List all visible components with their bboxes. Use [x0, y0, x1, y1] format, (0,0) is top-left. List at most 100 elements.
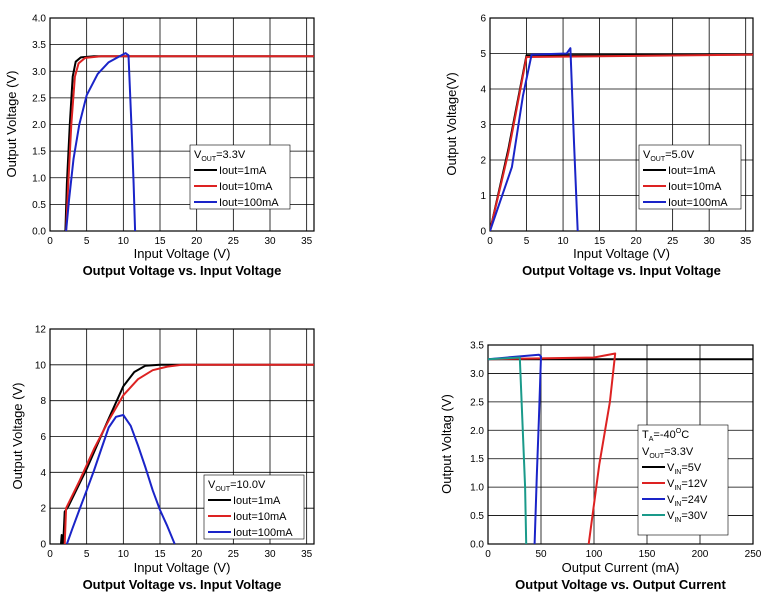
- y-tick-label: 3: [480, 120, 486, 131]
- series-line-3: [488, 356, 528, 544]
- y-tick-label: 6: [480, 14, 486, 25]
- y-tick-label: 3.5: [32, 40, 46, 51]
- legend-vout: VOUT=3.3V: [194, 149, 246, 163]
- legend-entry: Iout=1mA: [668, 165, 716, 177]
- x-axis-label: Input Voltage (V): [134, 246, 231, 261]
- x-tick-label: 200: [692, 549, 709, 560]
- legend-ta: TA=-40OC: [642, 428, 689, 443]
- x-tick-label: 5: [524, 236, 530, 247]
- x-tick-label: 35: [740, 236, 752, 247]
- x-tick-label: 0: [485, 549, 491, 560]
- chart-title: Output Voltage vs. Input Voltage: [83, 577, 282, 592]
- chart-vout-3v3: 0 5 10 15 20 25 30 35 0.0 0.5 1.0 1.5 2.0 2.5 3.0 3.5 4.…: [4, 14, 315, 278]
- chart-title: Output Voltage vs. Output Current: [515, 577, 726, 592]
- legend-entry: Iout=100mA: [668, 197, 728, 209]
- y-tick-label: 0: [40, 540, 46, 551]
- legend-entry: VIN=5V: [667, 462, 702, 476]
- y-tick-label: 4: [40, 468, 46, 479]
- plot-frame: [489, 17, 754, 232]
- y-tick-label: 0: [480, 227, 486, 238]
- x-tick-label: 15: [594, 236, 606, 247]
- x-tick-label: 15: [154, 549, 166, 560]
- y-tick-label: 1.0: [32, 173, 46, 184]
- y-tick-label: 4: [480, 85, 486, 96]
- x-tick-label: 10: [118, 236, 130, 247]
- legend-entry: Iout=10mA: [668, 181, 722, 193]
- legend-box: [638, 144, 742, 210]
- series-line-1: [488, 352, 617, 544]
- series-line-2: [490, 47, 579, 231]
- legend-vout: VOUT=3.3V: [642, 446, 694, 460]
- y-tick-label: 4.0: [32, 14, 46, 25]
- y-tick-label: 0.5: [470, 511, 484, 522]
- x-tick-label: 15: [154, 236, 166, 247]
- x-tick-label: 20: [631, 236, 643, 247]
- chart-vout-5v0: 0 5 10 15 20 25 30 35 0 1 2 3 4 5 6 VOUT=5.0V Iout=1mA Io…: [444, 14, 754, 278]
- x-tick-label: 20: [191, 549, 203, 560]
- y-tick-label: 2.5: [470, 397, 484, 408]
- x-tick-label: 5: [84, 236, 90, 247]
- chart-vout-vs-iout: 0 50 100 150 200 250 0.0 0.5 1.0 1.5 2.0 2.5 3.0 3.5 T…: [439, 341, 762, 593]
- x-tick-label: 10: [118, 549, 130, 560]
- x-tick-label: 30: [264, 236, 276, 247]
- chart-title: Output Voltage vs. Input Voltage: [83, 263, 282, 278]
- legend-box: [637, 424, 729, 536]
- plot-frame: [487, 344, 754, 545]
- x-tick-label: 35: [301, 236, 313, 247]
- y-axis-label: Output Voltage(V): [444, 72, 459, 175]
- x-tick-label: 20: [191, 236, 203, 247]
- legend-entry: Iout=10mA: [219, 181, 273, 193]
- y-tick-label: 5: [480, 49, 486, 60]
- series-line-2: [488, 353, 542, 544]
- x-tick-label: 30: [264, 549, 276, 560]
- x-tick-label: 100: [586, 549, 603, 560]
- y-tick-label: 2: [480, 156, 486, 167]
- y-tick-label: 3.0: [32, 67, 46, 78]
- y-axis-label: Output Voltag (V): [439, 394, 454, 494]
- x-tick-label: 25: [667, 236, 679, 247]
- y-tick-label: 1.0: [470, 483, 484, 494]
- legend-entry: Iout=1mA: [233, 495, 281, 507]
- chart-title: Output Voltage vs. Input Voltage: [522, 263, 721, 278]
- legend-entry: Iout=1mA: [219, 165, 267, 177]
- series-line-2: [65, 52, 137, 231]
- y-tick-label: 2: [40, 504, 46, 515]
- plot-frame: [49, 17, 315, 232]
- legend-entry: VIN=12V: [667, 478, 708, 492]
- x-tick-label: 250: [745, 549, 762, 560]
- y-tick-label: 1.5: [32, 147, 46, 158]
- y-tick-label: 2.0: [470, 426, 484, 437]
- x-tick-label: 0: [487, 236, 493, 247]
- legend-entry: VIN=24V: [667, 494, 708, 508]
- series-line-1: [63, 363, 314, 544]
- x-tick-label: 0: [47, 236, 53, 247]
- y-tick-label: 0.5: [32, 200, 46, 211]
- y-tick-label: 8: [40, 396, 46, 407]
- y-axis-label: Output Voltage (V): [10, 383, 25, 490]
- series-line-2: [65, 414, 176, 544]
- y-tick-label: 1: [480, 191, 486, 202]
- series-line-1: [490, 53, 753, 231]
- x-tick-label: 50: [535, 549, 547, 560]
- y-tick-label: 2.5: [32, 93, 46, 104]
- y-tick-label: 12: [35, 325, 47, 336]
- y-tick-label: 10: [35, 360, 47, 371]
- legend-box: [203, 474, 305, 540]
- x-axis-label: Input Voltage (V): [573, 246, 670, 261]
- x-axis-label: Input Voltage (V): [134, 560, 231, 575]
- legend-box: [189, 144, 291, 210]
- y-tick-label: 0.0: [470, 540, 484, 551]
- series-line-1: [65, 55, 314, 231]
- y-tick-label: 2.0: [32, 120, 46, 131]
- plot-frame: [49, 328, 315, 545]
- x-tick-label: 35: [301, 549, 313, 560]
- legend-entry: Iout=100mA: [233, 527, 293, 539]
- x-tick-label: 25: [228, 549, 240, 560]
- x-tick-label: 30: [704, 236, 716, 247]
- legend-entry: VIN=30V: [667, 510, 708, 524]
- x-tick-label: 5: [84, 549, 90, 560]
- x-tick-label: 25: [228, 236, 240, 247]
- x-tick-label: 10: [557, 236, 569, 247]
- x-axis-label: Output Current (mA): [562, 560, 680, 575]
- legend-entry: Iout=100mA: [219, 197, 279, 209]
